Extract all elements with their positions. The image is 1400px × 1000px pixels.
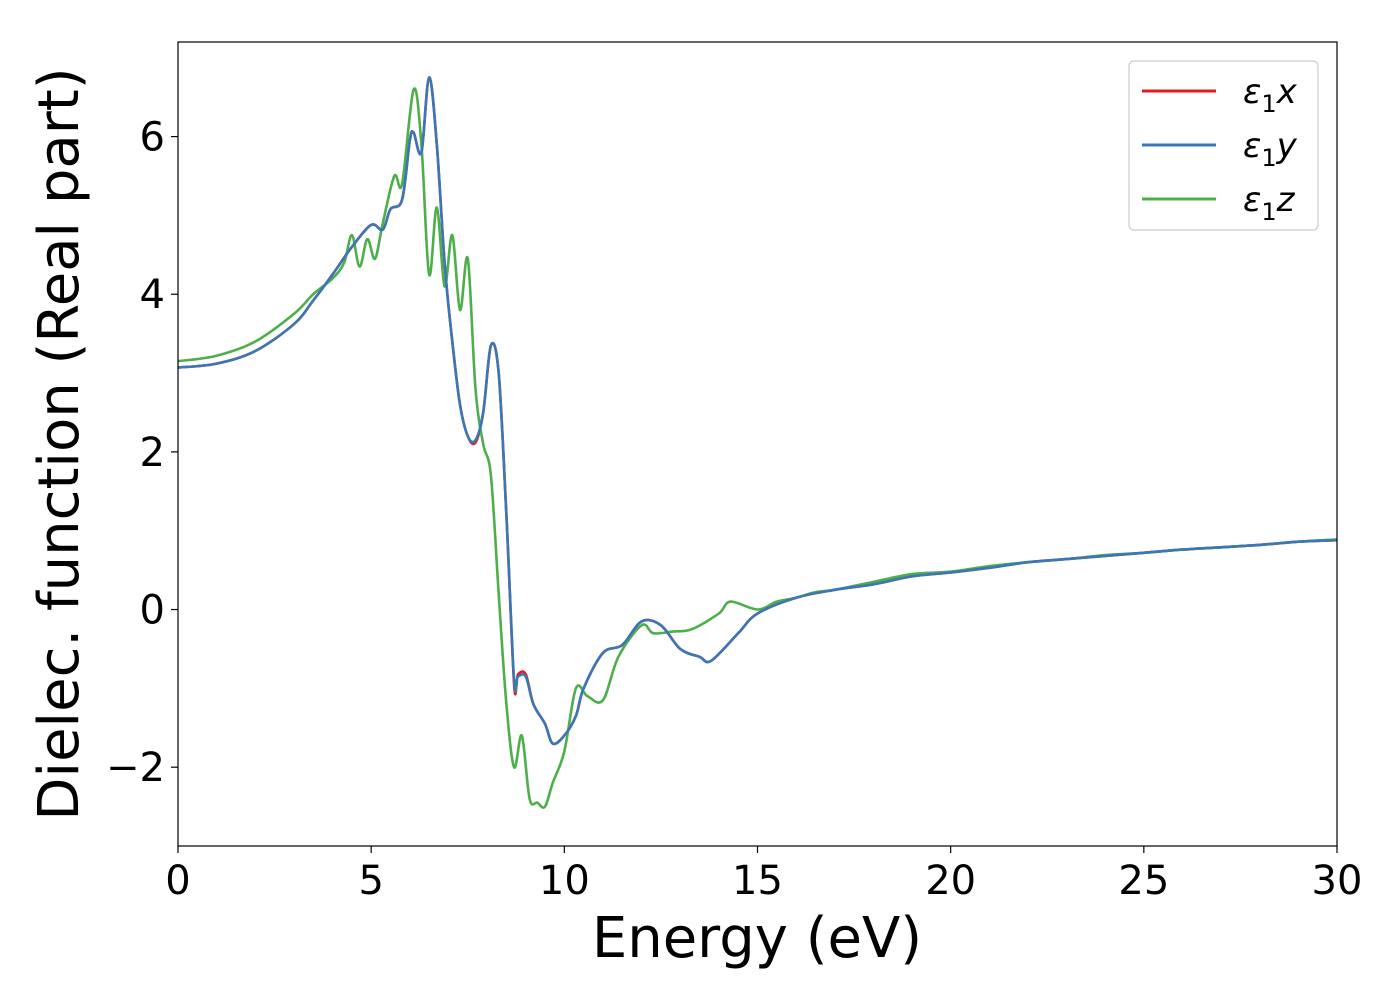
x-tick-label: 30 <box>1312 858 1363 904</box>
series-line-y <box>177 76 1338 746</box>
y-axis: −2 0 2 4 6 <box>106 115 178 791</box>
y-axis-title: Dielec. function (Real part) <box>27 67 92 820</box>
series-line-z <box>177 87 1338 809</box>
plot-area <box>177 76 1338 809</box>
x-axis-title: Energy (eV) <box>592 906 922 971</box>
x-tick-label: 20 <box>925 858 976 904</box>
legend: ε1x ε1y ε1z <box>1128 60 1319 231</box>
x-tick-label: 15 <box>732 858 783 904</box>
x-tick-label: 10 <box>539 858 590 904</box>
y-tick-label: 4 <box>140 272 165 318</box>
legend-label: ε1y <box>1243 126 1298 172</box>
legend-box <box>1128 60 1319 231</box>
legend-label: ε1x <box>1243 72 1298 118</box>
y-tick-label: 2 <box>140 430 165 476</box>
x-tick-label: 25 <box>1118 858 1169 904</box>
y-tick-label: −2 <box>106 745 165 791</box>
x-tick-label: 0 <box>165 858 190 904</box>
legend-label: ε1z <box>1243 180 1296 226</box>
x-axis: 0 5 10 15 20 25 30 <box>165 846 1362 904</box>
y-tick-label: 0 <box>140 588 165 634</box>
x-tick-label: 5 <box>358 858 383 904</box>
y-tick-label: 6 <box>140 115 165 161</box>
